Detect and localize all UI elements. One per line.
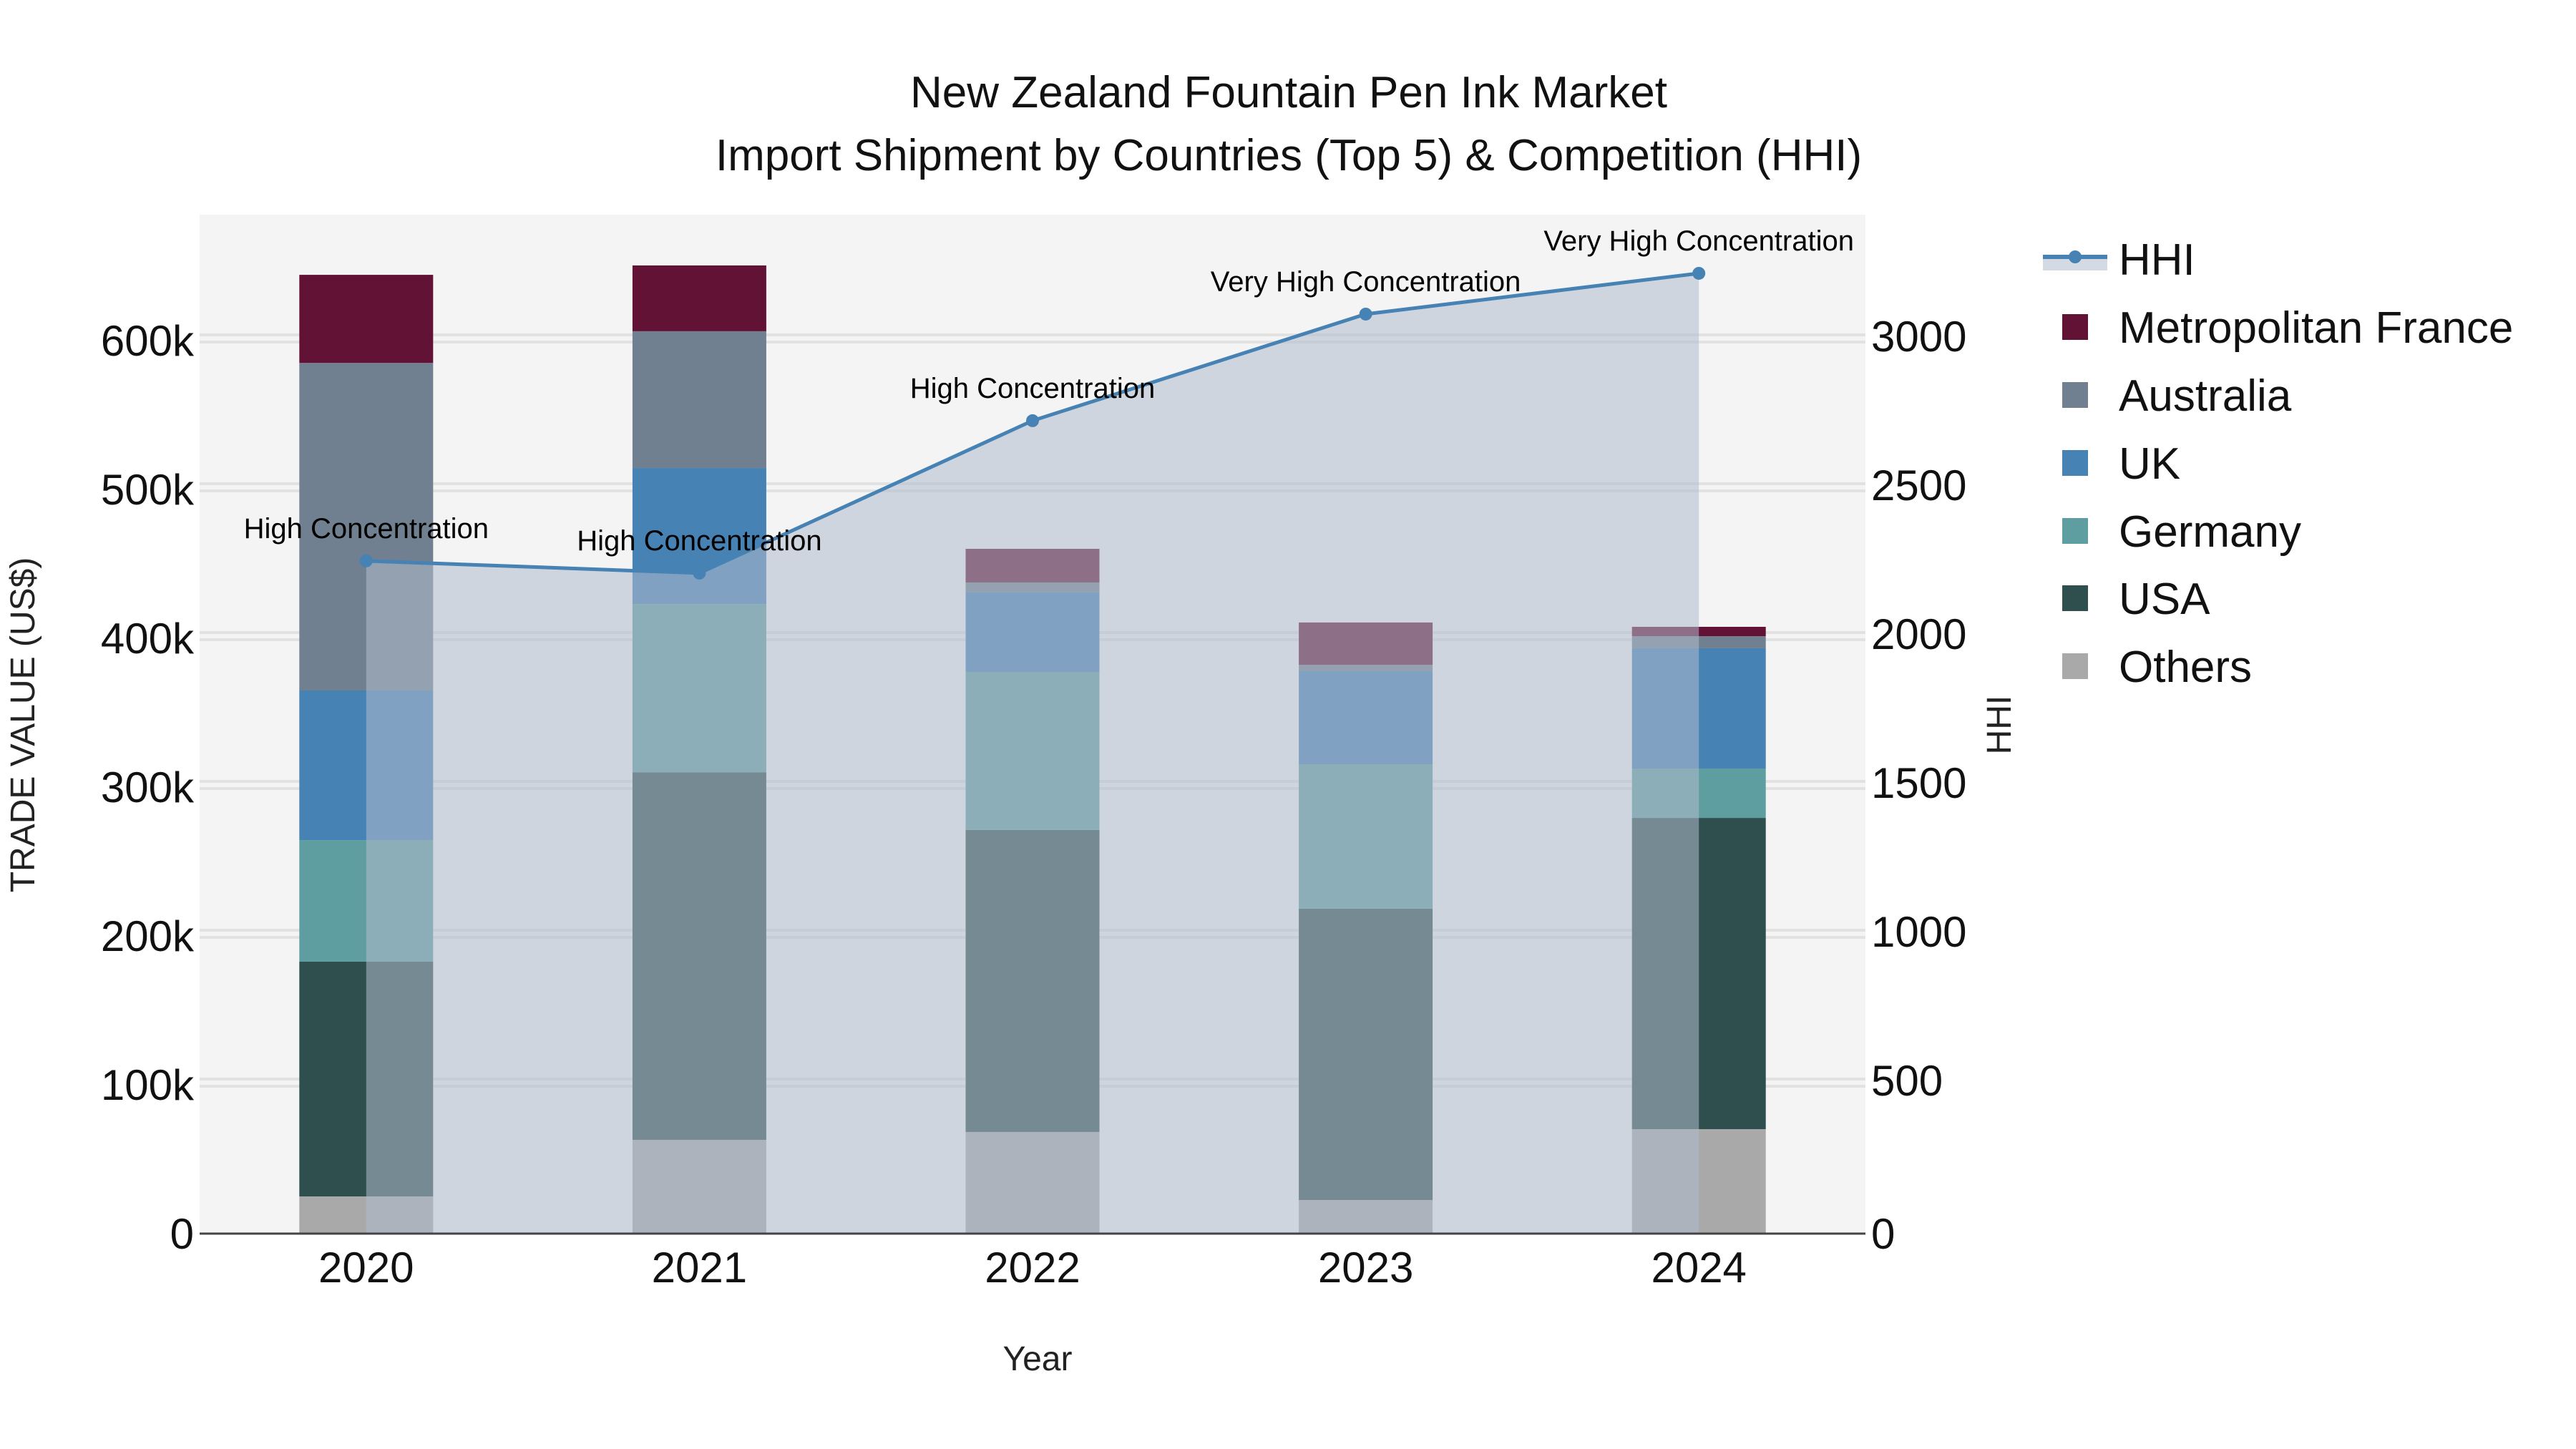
y-left-tick: 300k (101, 763, 195, 811)
y-left-axis-title: TRADE VALUE (US$) (4, 557, 42, 893)
y-right-tick: 1500 (1871, 759, 1966, 807)
y-right-ticks: 0 500 1000 1500 2000 2500 3000 (1871, 313, 1966, 1258)
y-left-tick: 400k (101, 615, 195, 663)
y-left-tick: 100k (101, 1061, 195, 1109)
bar-segment-metropolitan-france[interactable] (632, 265, 766, 331)
hhi-annotation: High Concentration (244, 513, 489, 545)
x-tick: 2020 (318, 1244, 414, 1292)
hhi-marker[interactable] (1692, 266, 1706, 280)
y-left-tick: 200k (101, 912, 195, 960)
legend-item-others[interactable]: Others (2062, 643, 2252, 692)
y-left-tick: 0 (170, 1210, 194, 1258)
y-right-tick: 500 (1871, 1057, 1943, 1105)
legend-marker-icon (2069, 250, 2082, 263)
legend-item-uk[interactable]: UK (2062, 439, 2180, 489)
y-left-tick: 600k (101, 317, 195, 365)
hhi-marker[interactable] (1026, 414, 1039, 427)
legend-swatch-icon (2062, 585, 2088, 611)
x-ticks: 2020 2021 2022 2023 2024 (318, 1244, 1747, 1292)
legend-item-germany[interactable]: Germany (2062, 507, 2301, 557)
bar-segment-australia[interactable] (632, 331, 766, 469)
x-tick: 2023 (1318, 1244, 1413, 1292)
legend-swatch-icon (2062, 314, 2088, 340)
chart-title-line1: New Zealand Fountain Pen Ink Market (910, 68, 1667, 117)
hhi-marker[interactable] (359, 554, 373, 567)
y-left-ticks: 0 100k 200k 300k 400k 500k 600k (101, 317, 195, 1258)
x-tick: 2022 (985, 1244, 1080, 1292)
legend: HHI Metropolitan France Australia UK Germany… (2043, 235, 2513, 692)
hhi-area-fill (366, 273, 1699, 1234)
hhi-series (359, 266, 1706, 1234)
legend-swatch-icon (2062, 382, 2088, 408)
legend-label: HHI (2119, 235, 2195, 285)
x-tick: 2021 (652, 1244, 747, 1292)
legend-swatch-icon (2062, 653, 2088, 679)
legend-item-metropolitan-france[interactable]: Metropolitan France (2062, 303, 2513, 353)
legend-swatch-icon (2062, 518, 2088, 544)
x-tick: 2024 (1651, 1244, 1746, 1292)
legend-item-hhi[interactable]: HHI (2043, 235, 2195, 285)
y-right-tick: 0 (1871, 1210, 1895, 1258)
y-right-axis-title: HHI (1981, 696, 2019, 755)
hhi-annotation: High Concentration (910, 373, 1155, 404)
hhi-annotation: Very High Concentration (1211, 266, 1521, 298)
legend-label: Germany (2119, 507, 2301, 557)
hhi-marker[interactable] (1359, 307, 1372, 321)
hhi-marker[interactable] (693, 566, 706, 580)
y-left-tick: 500k (101, 466, 195, 514)
chart-title-line2: Import Shipment by Countries (Top 5) & C… (716, 131, 1862, 180)
y-right-tick: 2500 (1871, 462, 1966, 509)
bar-segment-metropolitan-france[interactable] (299, 275, 434, 364)
y-right-tick: 3000 (1871, 313, 1966, 361)
y-right-tick: 1000 (1871, 908, 1966, 956)
hhi-annotation: Very High Concentration (1543, 225, 1854, 257)
legend-label: Australia (2119, 371, 2292, 421)
x-axis-title: Year (1003, 1340, 1073, 1378)
legend-label: UK (2119, 439, 2180, 489)
legend-label: Metropolitan France (2119, 303, 2513, 353)
legend-swatch-icon (2062, 450, 2088, 476)
hhi-annotation: High Concentration (577, 525, 821, 557)
legend-label: USA (2119, 575, 2210, 624)
legend-item-usa[interactable]: USA (2062, 575, 2210, 624)
hhi-annotations: High Concentration High Concentration High… (244, 225, 1854, 557)
y-right-tick: 2000 (1871, 610, 1966, 658)
legend-item-australia[interactable]: Australia (2062, 371, 2292, 421)
legend-fill-swatch (2043, 259, 2107, 270)
legend-label: Others (2119, 643, 2252, 692)
